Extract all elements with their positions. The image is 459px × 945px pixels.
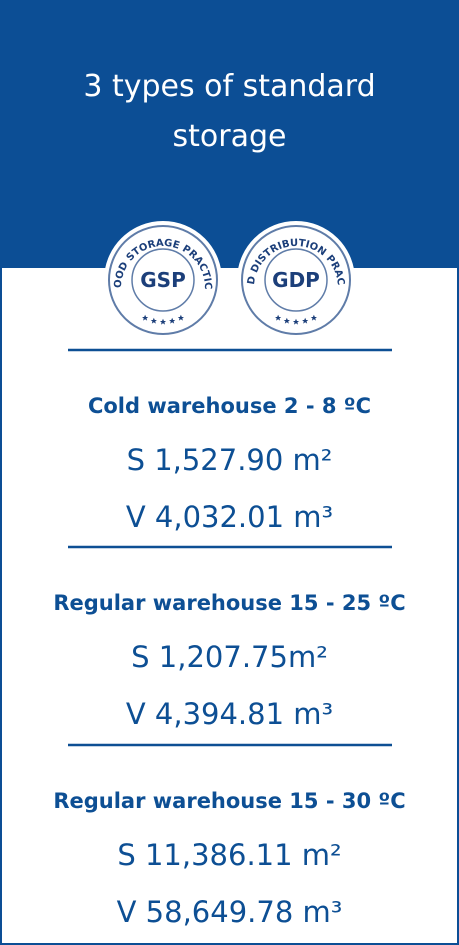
badge-outer-ring xyxy=(241,225,351,335)
warehouse-name: Regular warehouse 15 - 30 ºC xyxy=(53,789,405,813)
warehouse-area: S 11,386.11 m² xyxy=(117,838,341,872)
badge-label: GSP xyxy=(140,268,185,292)
warehouse-volume: V 4,394.81 m³ xyxy=(126,697,333,731)
badge-inner-ring xyxy=(131,248,195,312)
header-band xyxy=(0,0,459,268)
warehouse-name: Cold warehouse 2 - 8 ºC xyxy=(88,394,371,418)
warehouse-volume: V 4,032.01 m³ xyxy=(126,500,333,534)
title: storage xyxy=(173,119,287,154)
badge-bg xyxy=(104,221,222,339)
badge-label: GDP xyxy=(272,268,320,292)
badge-bg xyxy=(237,221,355,339)
title: 3 types of standard xyxy=(83,69,375,104)
warehouse-name: Regular warehouse 15 - 25 ºC xyxy=(53,591,405,615)
warehouse-area: S 1,207.75m² xyxy=(131,640,328,674)
badge-outer-ring xyxy=(108,225,218,335)
warehouse-volume: V 58,649.78 m³ xyxy=(117,895,343,929)
badge-inner-ring xyxy=(264,248,328,312)
warehouse-area: S 1,527.90 m² xyxy=(127,443,333,477)
